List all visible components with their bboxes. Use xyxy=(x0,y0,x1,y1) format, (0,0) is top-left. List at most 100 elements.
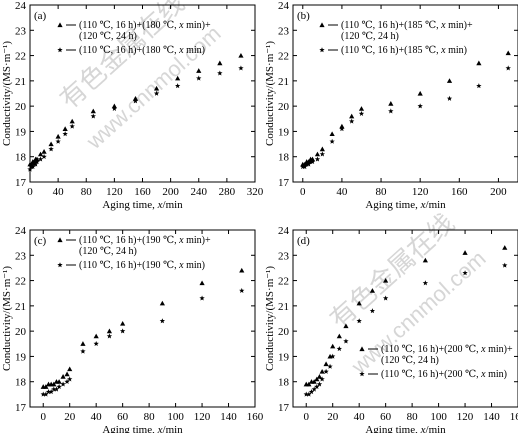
data-point-star xyxy=(319,151,326,157)
watermark-cn: 有色金属在线 xyxy=(324,208,460,335)
data-point-triangle xyxy=(306,381,312,387)
data-point-triangle xyxy=(238,52,244,58)
y-tick-label: 20 xyxy=(278,326,290,338)
data-point-star xyxy=(316,381,323,387)
x-tick-label: 40 xyxy=(53,186,65,198)
data-point-star xyxy=(34,158,40,165)
data-point-star xyxy=(307,158,314,165)
data-point-triangle xyxy=(51,381,57,387)
x-tick-label: 200 xyxy=(490,186,507,198)
data-point-star xyxy=(30,164,36,170)
data-point-star xyxy=(314,383,320,390)
y-tick-label: 24 xyxy=(278,225,290,237)
data-point-star xyxy=(132,98,139,104)
legend-entry: (110 ℃, 16 h)+(190 ℃, x min)+ (120 ℃, 24 … xyxy=(79,235,211,257)
data-point-triangle xyxy=(356,300,362,306)
x-tick-label: 160 xyxy=(134,186,151,198)
x-tick-label: 160 xyxy=(247,411,264,423)
y-tick-label: 20 xyxy=(278,101,290,113)
data-point-star xyxy=(106,333,113,339)
data-point-star xyxy=(446,95,453,101)
x-tick-label: 100 xyxy=(167,411,184,423)
y-tick-label: 23 xyxy=(15,25,27,37)
data-point-star xyxy=(349,118,355,124)
data-point-star xyxy=(356,318,362,324)
data-point-triangle xyxy=(369,288,376,293)
panel-label: (c) xyxy=(34,235,47,247)
data-point-triangle xyxy=(323,361,329,367)
data-point-triangle xyxy=(48,141,54,147)
data-point-star xyxy=(111,105,118,111)
y-tick-label: 21 xyxy=(278,76,289,88)
data-point-star xyxy=(57,47,63,53)
y-tick-label: 24 xyxy=(15,225,27,237)
data-point-triangle xyxy=(175,75,181,81)
data-point-triangle xyxy=(196,68,202,73)
data-point-star xyxy=(300,164,306,170)
data-point-triangle xyxy=(422,257,428,263)
data-point-star xyxy=(53,386,60,392)
x-tick-label: 80 xyxy=(407,411,419,423)
data-point-star xyxy=(339,126,345,132)
data-point-star xyxy=(80,348,86,354)
data-point-star xyxy=(43,391,49,397)
x-tick-label: 200 xyxy=(162,186,179,198)
y-tick-label: 22 xyxy=(278,51,289,63)
series-triangle xyxy=(40,267,245,389)
x-tick-label: 0 xyxy=(303,411,309,423)
legend-entry: (110 ℃, 16 h)+(185 ℃, x min) xyxy=(341,45,467,56)
data-point-star xyxy=(199,295,205,301)
y-tick-label: 17 xyxy=(15,177,27,189)
data-point-triangle xyxy=(90,108,96,114)
panel-label: (b) xyxy=(297,10,310,22)
data-point-star xyxy=(422,280,429,286)
y-tick-label: 18 xyxy=(15,152,27,164)
data-point-triangle xyxy=(93,333,99,339)
data-point-triangle xyxy=(388,101,394,106)
x-tick-label: 20 xyxy=(327,411,339,423)
legend: (110 ℃, 16 h)+(185 ℃, x min)+ (120 ℃, 24 … xyxy=(319,20,473,56)
data-point-triangle xyxy=(343,323,349,329)
data-point-star xyxy=(308,389,315,395)
y-axis-label: Conductivity/(MS·m⁻¹) xyxy=(264,41,276,146)
data-point-star xyxy=(336,346,342,352)
data-point-star xyxy=(90,113,96,119)
plot-frame xyxy=(292,4,518,183)
data-point-triangle xyxy=(329,131,335,137)
series-star xyxy=(303,262,508,397)
data-point-triangle xyxy=(57,237,63,243)
y-tick-label: 22 xyxy=(15,276,26,288)
data-point-star xyxy=(303,391,309,397)
data-point-star xyxy=(306,391,312,397)
data-point-triangle xyxy=(153,85,160,91)
data-point-star xyxy=(314,156,321,162)
y-tick-label: 18 xyxy=(15,377,27,389)
data-point-triangle xyxy=(330,343,336,349)
chart-panel-b: 17 18 19 20 21 22 23 24 0 40 80 120 160 200 Aging time… xyxy=(264,0,518,211)
data-point-star xyxy=(51,386,57,392)
data-point-star xyxy=(32,161,39,167)
series-triangle xyxy=(303,245,508,387)
data-point-star xyxy=(40,391,46,397)
x-tick-label: 120 xyxy=(106,186,123,198)
data-point-triangle xyxy=(37,151,44,157)
data-point-star xyxy=(319,47,325,53)
y-tick-label: 23 xyxy=(278,25,290,37)
y-tick-label: 23 xyxy=(15,250,27,262)
legend: (110 ℃, 16 h)+(190 ℃, x min)+ (120 ℃, 24 … xyxy=(57,235,211,271)
y-tick-label: 20 xyxy=(15,326,27,338)
x-axis-label: Aging time, x/min xyxy=(365,199,446,211)
legend-entry: (110 ℃, 16 h)+(200 ℃, x min)+ (120 ℃, 24 … xyxy=(381,344,513,366)
data-point-triangle xyxy=(106,328,113,334)
plot-frame xyxy=(292,229,518,408)
data-point-triangle xyxy=(43,384,49,389)
y-tick-label: 22 xyxy=(278,276,289,288)
x-axis-label: Aging time, x/min xyxy=(102,199,183,211)
data-point-triangle xyxy=(327,353,333,359)
y-tick-label: 22 xyxy=(15,51,26,63)
data-point-triangle xyxy=(159,300,165,306)
plot-frame xyxy=(29,229,256,408)
